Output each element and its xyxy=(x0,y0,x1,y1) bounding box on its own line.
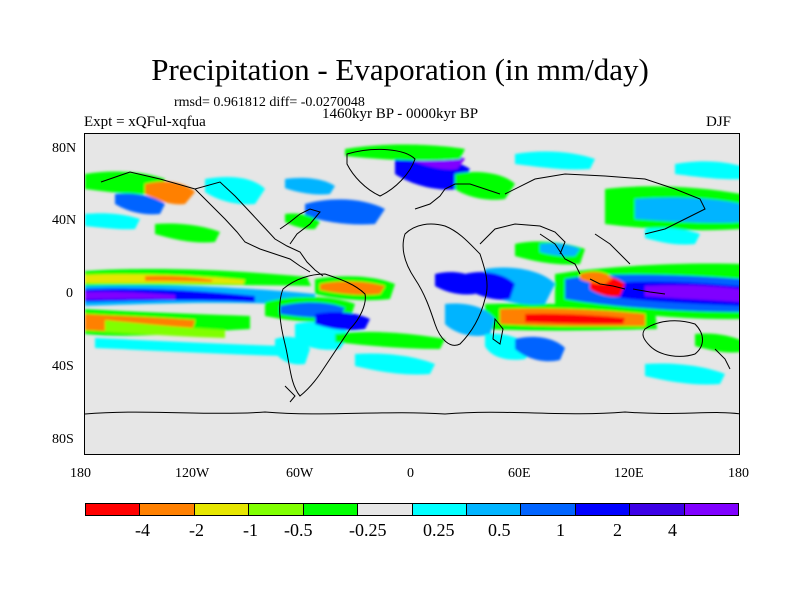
colorbar-swatch-6 xyxy=(412,504,467,515)
colorbar-swatch-11 xyxy=(684,504,739,515)
colorbar-swatch-7 xyxy=(466,504,522,515)
colorbar-label: -0.5 xyxy=(284,520,313,540)
lat-label-40n: 40N xyxy=(52,213,77,228)
colorbar xyxy=(85,503,739,516)
lat-label-80n: 80N xyxy=(52,141,77,156)
plot-title: Precipitation - Evaporation (in mm/day) xyxy=(151,52,649,87)
lon-label-60e: 60E xyxy=(508,466,531,481)
colorbar-label: -4 xyxy=(135,520,150,540)
colorbar-swatch-1 xyxy=(140,504,195,515)
lon-label-180w: 180 xyxy=(70,466,91,481)
colorbar-swatch-9 xyxy=(575,504,631,515)
season-label: DJF xyxy=(706,114,732,130)
lat-label-80s: 80S xyxy=(52,432,74,447)
colorbar-swatch-2 xyxy=(194,504,250,515)
colorbar-swatch-5 xyxy=(358,504,413,515)
colorbar-swatch-8 xyxy=(521,504,576,515)
lat-label-eq: 0 xyxy=(66,286,73,301)
experiment-label: Expt = xQFul-xqfua xyxy=(84,114,206,130)
colorbar-label: 0.5 xyxy=(488,520,511,540)
coastlines xyxy=(85,149,739,415)
precip-evap-field xyxy=(85,144,739,385)
colorbar-label: 4 xyxy=(668,520,677,540)
colorbar-label: 2 xyxy=(613,520,622,540)
stats-text: rmsd= 0.961812 diff= -0.0270048 xyxy=(174,95,365,110)
colorbar-swatch-4 xyxy=(303,504,359,515)
colorbar-swatch-3 xyxy=(249,504,304,515)
lon-label-0: 0 xyxy=(407,466,414,481)
colorbar-label: 1 xyxy=(556,520,565,540)
period-text: 1460kyr BP - 0000kyr BP xyxy=(322,106,479,122)
colorbar-label: 0.25 xyxy=(423,520,455,540)
colorbar-label: -1 xyxy=(243,520,258,540)
lon-label-120w: 120W xyxy=(175,466,210,481)
colorbar-label: -2 xyxy=(189,520,204,540)
world-map xyxy=(84,133,740,455)
colorbar-swatch-10 xyxy=(630,504,685,515)
lat-label-40s: 40S xyxy=(52,359,74,374)
colorbar-swatch-0 xyxy=(86,504,141,515)
lon-label-120e: 120E xyxy=(614,466,644,481)
lon-label-180e: 180 xyxy=(728,466,749,481)
colorbar-label: -0.25 xyxy=(349,520,387,540)
lon-label-60w: 60W xyxy=(286,466,314,481)
map-fields xyxy=(85,144,739,415)
